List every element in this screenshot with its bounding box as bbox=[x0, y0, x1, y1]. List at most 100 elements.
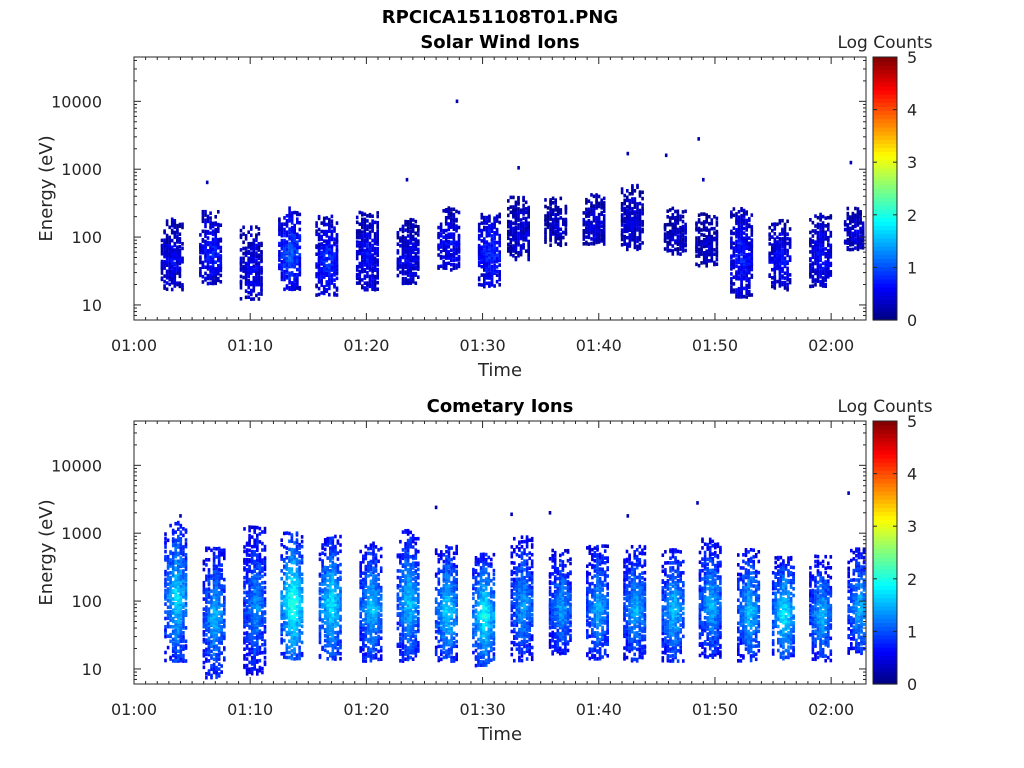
heatmap-cell bbox=[827, 260, 830, 264]
heatmap-cell bbox=[179, 577, 183, 582]
heatmap-cell bbox=[671, 252, 675, 256]
heatmap-cell bbox=[245, 663, 249, 668]
heatmap-cell bbox=[288, 583, 291, 588]
heatmap-cell bbox=[253, 563, 256, 567]
heatmap-cell bbox=[856, 239, 860, 244]
heatmap-cell bbox=[401, 280, 405, 284]
heatmap-cell bbox=[261, 615, 264, 619]
heatmap-cell bbox=[713, 252, 716, 256]
heatmap-cell bbox=[368, 235, 372, 240]
heatmap-cell bbox=[735, 257, 738, 262]
heatmap-cell bbox=[549, 222, 552, 226]
heatmap-cell bbox=[512, 205, 515, 209]
heatmap-cell bbox=[219, 261, 223, 266]
heatmap-cell bbox=[166, 595, 170, 599]
heatmap-cell bbox=[325, 239, 329, 243]
heatmap-cell bbox=[549, 235, 552, 240]
colorbar-step bbox=[873, 143, 897, 149]
heatmap-cell bbox=[417, 233, 420, 237]
heatmap-cell bbox=[205, 558, 208, 562]
heatmap-cell bbox=[290, 250, 294, 254]
heatmap-cell bbox=[250, 271, 253, 275]
heatmap-cell bbox=[527, 256, 530, 260]
heatmap-cell bbox=[556, 205, 560, 210]
heatmap-cell bbox=[417, 241, 420, 245]
heatmap-cell bbox=[298, 234, 302, 238]
heatmap-cell bbox=[248, 600, 251, 605]
heatmap-cell bbox=[283, 627, 286, 632]
heatmap-cell bbox=[371, 238, 374, 243]
heatmap-cell bbox=[219, 259, 223, 263]
heatmap-cell bbox=[207, 600, 211, 605]
heatmap-cell bbox=[315, 229, 318, 233]
heatmap-cell bbox=[363, 276, 367, 280]
x-tick-label: 01:10 bbox=[227, 336, 273, 355]
heatmap-cell bbox=[715, 216, 719, 221]
colorbar-step bbox=[873, 307, 897, 313]
heatmap-cell bbox=[202, 652, 206, 657]
heatmap-cell bbox=[679, 217, 682, 222]
heatmap-cell bbox=[174, 659, 177, 663]
heatmap-cell bbox=[493, 259, 496, 264]
heatmap-cell bbox=[417, 260, 420, 265]
heatmap-cell bbox=[280, 627, 283, 632]
heatmap-cell bbox=[631, 219, 634, 224]
heatmap-cell bbox=[778, 219, 782, 223]
heatmap-cell bbox=[317, 280, 321, 284]
heatmap-cell bbox=[587, 230, 591, 235]
heatmap-cell bbox=[165, 263, 169, 267]
colorbar-step bbox=[873, 233, 897, 239]
heatmap-cell bbox=[495, 214, 499, 219]
heatmap-cell bbox=[638, 234, 642, 239]
heatmap-cell bbox=[280, 601, 283, 606]
heatmap-cell bbox=[366, 224, 369, 228]
heatmap-cell bbox=[333, 229, 336, 233]
heatmap-cell bbox=[263, 590, 267, 594]
heatmap-cell bbox=[174, 559, 177, 564]
heatmap-cell bbox=[244, 295, 248, 300]
heatmap-cell bbox=[212, 589, 216, 593]
heatmap-cell bbox=[483, 219, 486, 224]
heatmap-cell bbox=[296, 259, 299, 264]
heatmap-cell bbox=[495, 216, 499, 220]
heatmap-cell bbox=[361, 255, 364, 259]
heatmap-cell bbox=[325, 280, 329, 284]
heatmap-cell bbox=[248, 613, 251, 618]
heatmap-cell bbox=[257, 245, 261, 249]
colorbar-step bbox=[873, 77, 897, 83]
heatmap-cell bbox=[671, 249, 675, 253]
heatmap-cell bbox=[214, 231, 217, 235]
heatmap-cell bbox=[207, 650, 211, 655]
colorbar-step bbox=[873, 283, 897, 288]
burst-3 bbox=[280, 531, 304, 661]
heatmap-cell bbox=[358, 232, 362, 236]
heatmap-cell bbox=[245, 644, 249, 648]
heatmap-cell bbox=[633, 200, 637, 204]
heatmap-cell bbox=[358, 245, 362, 249]
heatmap-cell bbox=[455, 256, 458, 261]
heatmap-cell bbox=[217, 617, 221, 621]
colorbar-step bbox=[873, 180, 897, 185]
heatmap-cell bbox=[778, 282, 782, 287]
heatmap-cell bbox=[585, 211, 588, 215]
heatmap-cell bbox=[212, 670, 216, 675]
heatmap-cell bbox=[452, 248, 456, 252]
heatmap-cell bbox=[278, 253, 281, 257]
heatmap-cell bbox=[248, 616, 251, 621]
heatmap-cell bbox=[829, 248, 833, 253]
heatmap-cell bbox=[250, 642, 254, 647]
heatmap-cell bbox=[215, 599, 218, 603]
heatmap-cell bbox=[247, 249, 250, 254]
heatmap-cell bbox=[280, 251, 284, 256]
heatmap-cell bbox=[363, 222, 367, 226]
heatmap-cell bbox=[409, 235, 412, 240]
heatmap-cell bbox=[247, 273, 250, 277]
heatmap-cell bbox=[283, 601, 286, 606]
heatmap-cell bbox=[160, 276, 164, 280]
heatmap-cell bbox=[735, 218, 738, 223]
heatmap-cell bbox=[786, 260, 789, 264]
heatmap-cell bbox=[212, 608, 216, 613]
heatmap-cell bbox=[250, 637, 254, 642]
heatmap-cell bbox=[524, 249, 528, 253]
heatmap-cell bbox=[361, 211, 364, 215]
